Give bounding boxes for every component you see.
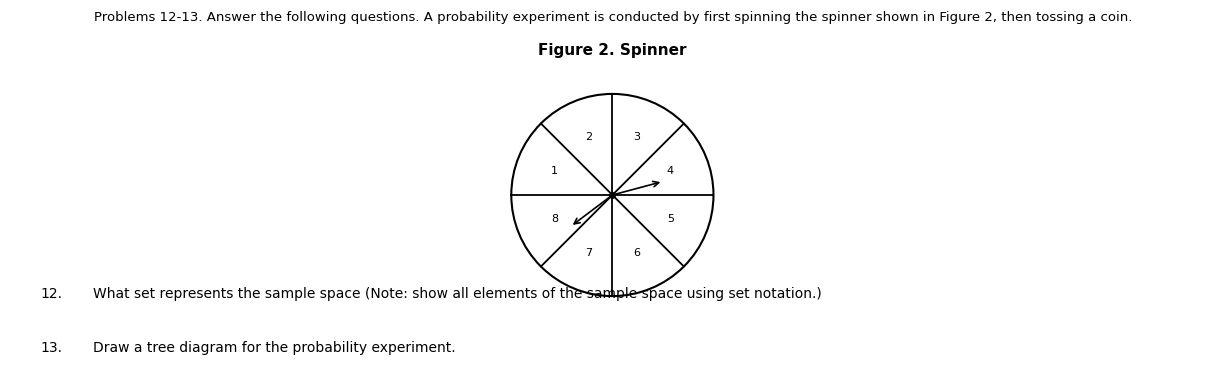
Text: 6: 6	[633, 248, 640, 258]
Text: 1: 1	[550, 166, 558, 176]
Text: What set represents the sample space (Note: show all elements of the sample spac: What set represents the sample space (No…	[93, 287, 821, 301]
Text: 5: 5	[667, 214, 674, 224]
Text: 7: 7	[585, 248, 592, 258]
Text: 8: 8	[550, 214, 558, 224]
Text: 12.: 12.	[40, 287, 63, 301]
Text: 3: 3	[633, 132, 640, 142]
Text: Draw a tree diagram for the probability experiment.: Draw a tree diagram for the probability …	[93, 341, 456, 355]
Text: 13.: 13.	[40, 341, 63, 355]
Text: 2: 2	[585, 132, 592, 142]
Text: Figure 2. Spinner: Figure 2. Spinner	[537, 43, 687, 58]
Text: 4: 4	[667, 166, 674, 176]
Text: Problems 12-13. Answer the following questions. A probability experiment is cond: Problems 12-13. Answer the following que…	[94, 11, 1132, 24]
